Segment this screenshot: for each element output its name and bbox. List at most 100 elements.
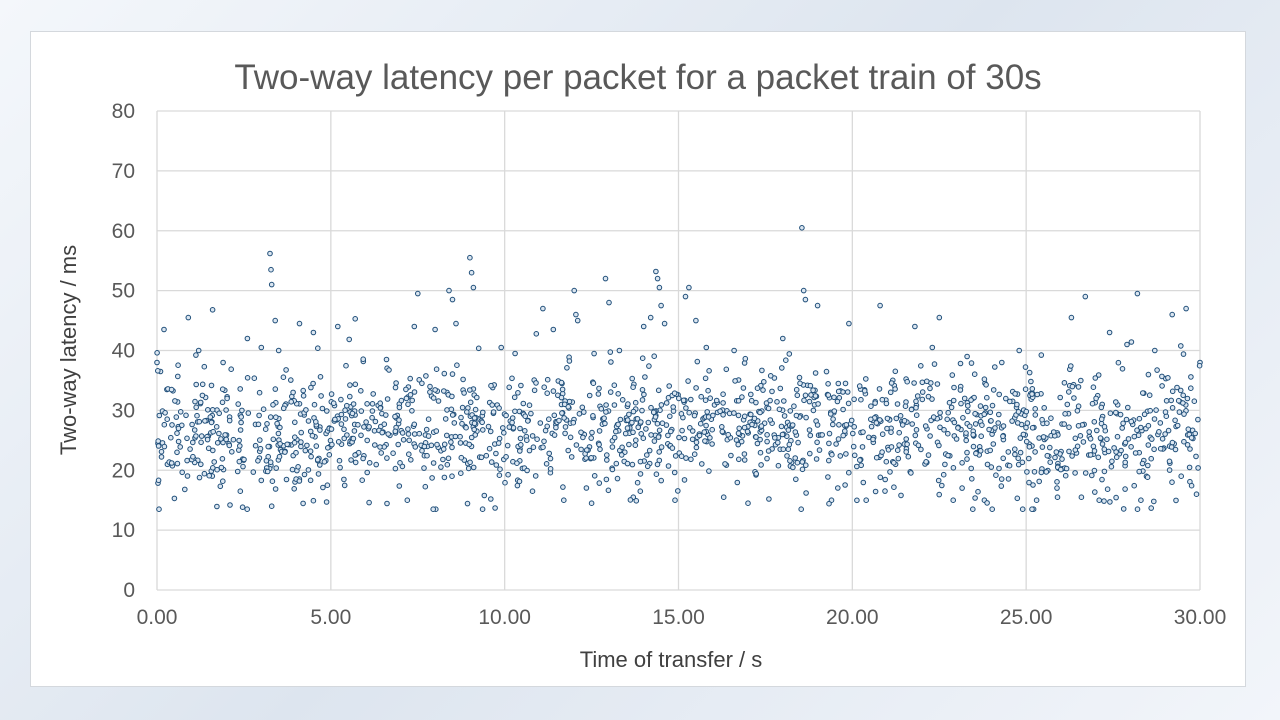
data-point [416,377,423,383]
data-point [960,415,966,421]
data-point [291,486,298,492]
data-point [1061,380,1068,386]
data-point [397,460,403,466]
data-point [807,450,813,457]
data-point [474,394,480,401]
data-point [280,405,287,412]
data-point [1148,505,1154,511]
data-point [725,431,732,438]
data-point [924,378,930,385]
data-point [445,455,452,462]
data-point [993,472,999,479]
data-point [1012,446,1018,453]
data-point [825,381,831,387]
data-point [267,250,273,257]
data-point [1026,369,1033,376]
data-point [964,449,970,456]
data-point [1166,467,1173,473]
data-point [551,432,558,438]
data-point [500,425,506,431]
data-point [465,465,472,472]
data-point [532,473,539,479]
data-point [590,380,597,387]
data-point [533,331,540,337]
data-point [1173,497,1179,504]
data-point [303,407,309,413]
data-point [851,396,857,403]
data-point [558,394,565,401]
data-point [893,415,900,422]
data-point [1159,373,1165,380]
data-point [505,471,511,478]
data-point [466,441,473,448]
data-point [295,464,301,470]
data-point [272,386,279,392]
data-point [988,464,995,470]
data-point [398,397,405,404]
data-point [346,336,353,343]
data-point [706,368,712,374]
data-point [1022,364,1029,370]
data-point [777,385,784,392]
data-point [639,355,646,362]
data-point [409,397,416,404]
data-point [736,456,742,463]
data-point [1099,441,1106,447]
data-point [1016,347,1023,354]
data-point [1125,404,1131,411]
data-point [405,431,412,437]
data-point [780,446,787,453]
data-point [369,408,376,414]
data-point [798,506,805,513]
data-point [602,420,608,427]
data-point [615,391,622,397]
data-point [1157,420,1164,426]
data-point [530,444,537,451]
data-point [1005,476,1012,482]
data-point [369,401,376,407]
data-point [245,410,252,416]
data-point [1118,447,1124,454]
data-point [372,442,378,448]
data-point [944,416,951,423]
data-point [236,458,243,465]
data-point [764,455,770,462]
data-point [344,432,350,438]
data-point [639,397,646,403]
data-point [596,428,603,434]
data-point [566,358,573,364]
data-point [676,434,682,441]
data-point [544,390,551,397]
data-point [175,362,181,369]
data-point [444,461,451,468]
data-point [291,439,298,446]
data-point [1169,439,1176,446]
data-point [179,422,185,429]
data-point [269,478,276,485]
data-point [236,437,242,444]
data-point [856,383,863,389]
data-point [693,385,699,391]
data-point [733,437,740,443]
data-point [330,400,337,407]
data-point [949,372,956,378]
data-point [177,444,183,450]
data-point [883,400,890,407]
data-point [769,388,775,395]
data-point [432,387,438,393]
data-point [543,461,550,467]
data-point [1000,423,1007,429]
data-point [611,382,618,389]
data-point [195,347,202,354]
data-point [1114,433,1121,440]
data-point [260,406,267,413]
data-point [748,391,754,398]
data-point [440,446,447,452]
data-point [979,422,985,429]
data-point [154,350,160,356]
data-point [373,461,380,468]
data-point [797,380,803,387]
data-point [293,449,299,456]
data-point [627,497,634,503]
